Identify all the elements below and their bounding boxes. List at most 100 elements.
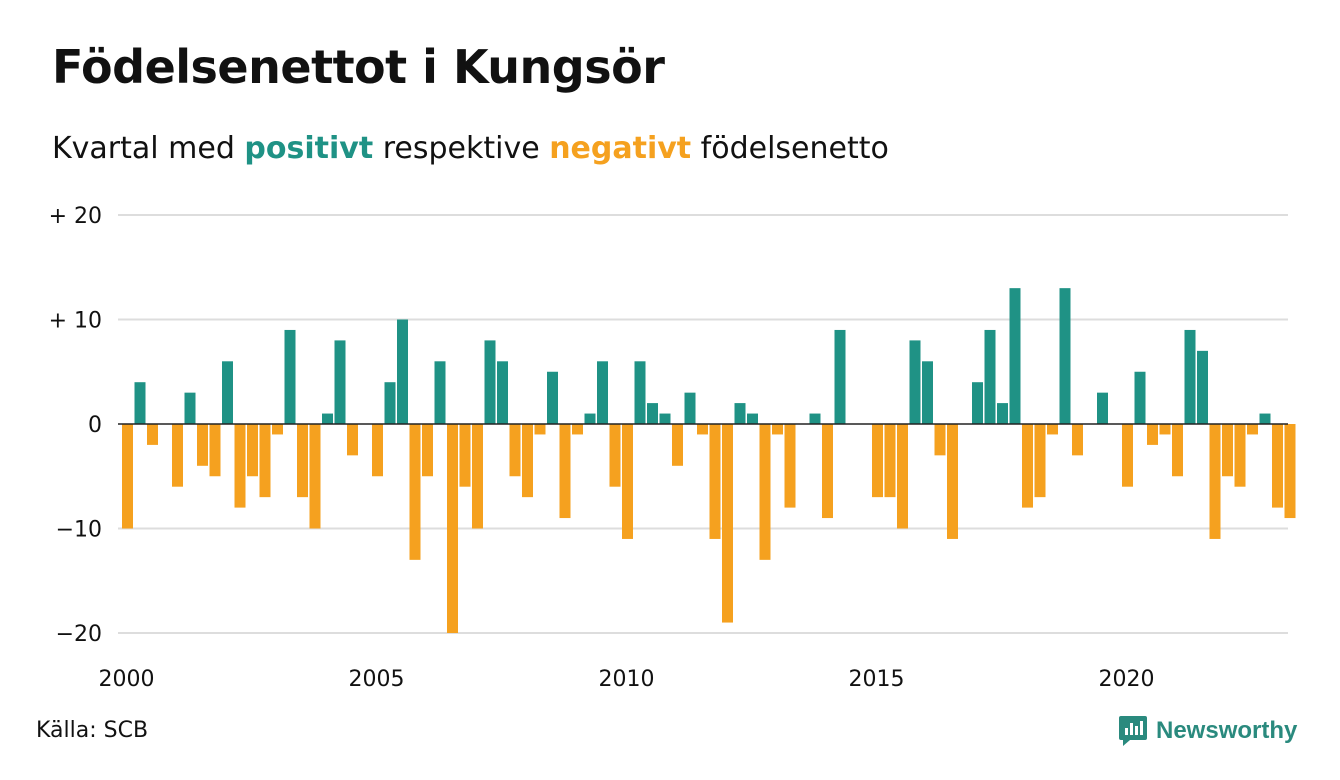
bar [1047, 424, 1058, 435]
y-tick-label: + 20 [49, 204, 102, 229]
bar [734, 403, 746, 424]
bar [334, 340, 346, 424]
bar [1247, 424, 1258, 435]
bar [1284, 424, 1296, 519]
bar [284, 329, 296, 424]
bar [772, 424, 783, 435]
bar [472, 424, 483, 529]
bar [597, 361, 608, 424]
bar [609, 424, 621, 487]
bar [422, 424, 433, 477]
bar [822, 424, 833, 519]
bar [447, 424, 458, 633]
newsworthy-logo-text: Newsworthy [1156, 717, 1298, 744]
bar [1272, 424, 1283, 508]
bar [1184, 329, 1196, 424]
bar [1122, 424, 1133, 487]
bar [622, 424, 633, 539]
y-tick-label: −20 [56, 622, 102, 647]
bar [1197, 350, 1208, 424]
bar [434, 361, 446, 424]
bar [1022, 424, 1033, 508]
bar [522, 424, 533, 498]
bar [1222, 424, 1233, 477]
bar [384, 382, 396, 424]
bar [1072, 424, 1083, 456]
chart-subtitle: Kvartal med positivt respektive negativt… [52, 131, 889, 166]
bars [122, 288, 1296, 633]
chart-title: Födelsenettot i Kungsör [52, 40, 665, 94]
bar [509, 424, 521, 477]
bar [122, 424, 133, 529]
bar [247, 424, 258, 477]
bar [1259, 413, 1271, 424]
bar [909, 340, 921, 424]
bar [484, 340, 496, 424]
bar [322, 413, 333, 424]
subtitle-middle: respektive [373, 131, 550, 166]
bar [347, 424, 358, 456]
bar [1147, 424, 1158, 445]
bar [1234, 424, 1246, 487]
bar [672, 424, 683, 466]
bar [547, 371, 558, 424]
bar [309, 424, 321, 529]
bar [647, 403, 658, 424]
bar [1134, 371, 1146, 424]
bar [1059, 288, 1071, 424]
bar [209, 424, 221, 477]
subtitle-suffix: födelsenetto [691, 131, 889, 166]
bar [947, 424, 958, 539]
subtitle-prefix: Kvartal med [52, 131, 245, 166]
y-axis-labels: + 20 + 10 0 −10 −20 [49, 204, 102, 647]
bar [634, 361, 646, 424]
bar [1009, 288, 1021, 424]
bar [884, 424, 896, 498]
bar [584, 413, 596, 424]
bar [1172, 424, 1183, 477]
bar [297, 424, 308, 498]
bar [697, 424, 708, 435]
bar [234, 424, 246, 508]
bar [709, 424, 721, 539]
bar [1159, 424, 1171, 435]
bar [222, 361, 233, 424]
x-axis-labels: 2000 2005 2010 2015 2020 [99, 667, 1155, 692]
bar [172, 424, 183, 487]
bar [409, 424, 421, 560]
x-tick-label: 2005 [349, 667, 405, 692]
bar [197, 424, 208, 466]
bar [184, 392, 196, 424]
bar [872, 424, 883, 498]
bar [922, 361, 933, 424]
bar [972, 382, 983, 424]
bar [259, 424, 271, 498]
bar [684, 392, 696, 424]
bar [534, 424, 546, 435]
bar [572, 424, 583, 435]
bar [397, 319, 408, 424]
y-tick-label: + 10 [49, 309, 102, 334]
bar [497, 361, 508, 424]
bar [984, 329, 996, 424]
bar [997, 403, 1008, 424]
bar [1034, 424, 1046, 498]
subtitle-positive-word: positivt [244, 131, 374, 166]
bar [934, 424, 946, 456]
bar [559, 424, 571, 519]
bar [272, 424, 283, 435]
x-tick-label: 2000 [99, 667, 155, 692]
bar [759, 424, 771, 560]
x-tick-label: 2015 [849, 667, 905, 692]
source-note: Källa: SCB [36, 718, 149, 743]
bar [134, 382, 146, 424]
bar [747, 413, 758, 424]
bar [372, 424, 383, 477]
bar [897, 424, 908, 529]
bar [147, 424, 158, 445]
bar [659, 413, 671, 424]
subtitle-negative-word: negativt [549, 131, 692, 166]
y-tick-label: −10 [56, 518, 102, 543]
bar [722, 424, 733, 623]
